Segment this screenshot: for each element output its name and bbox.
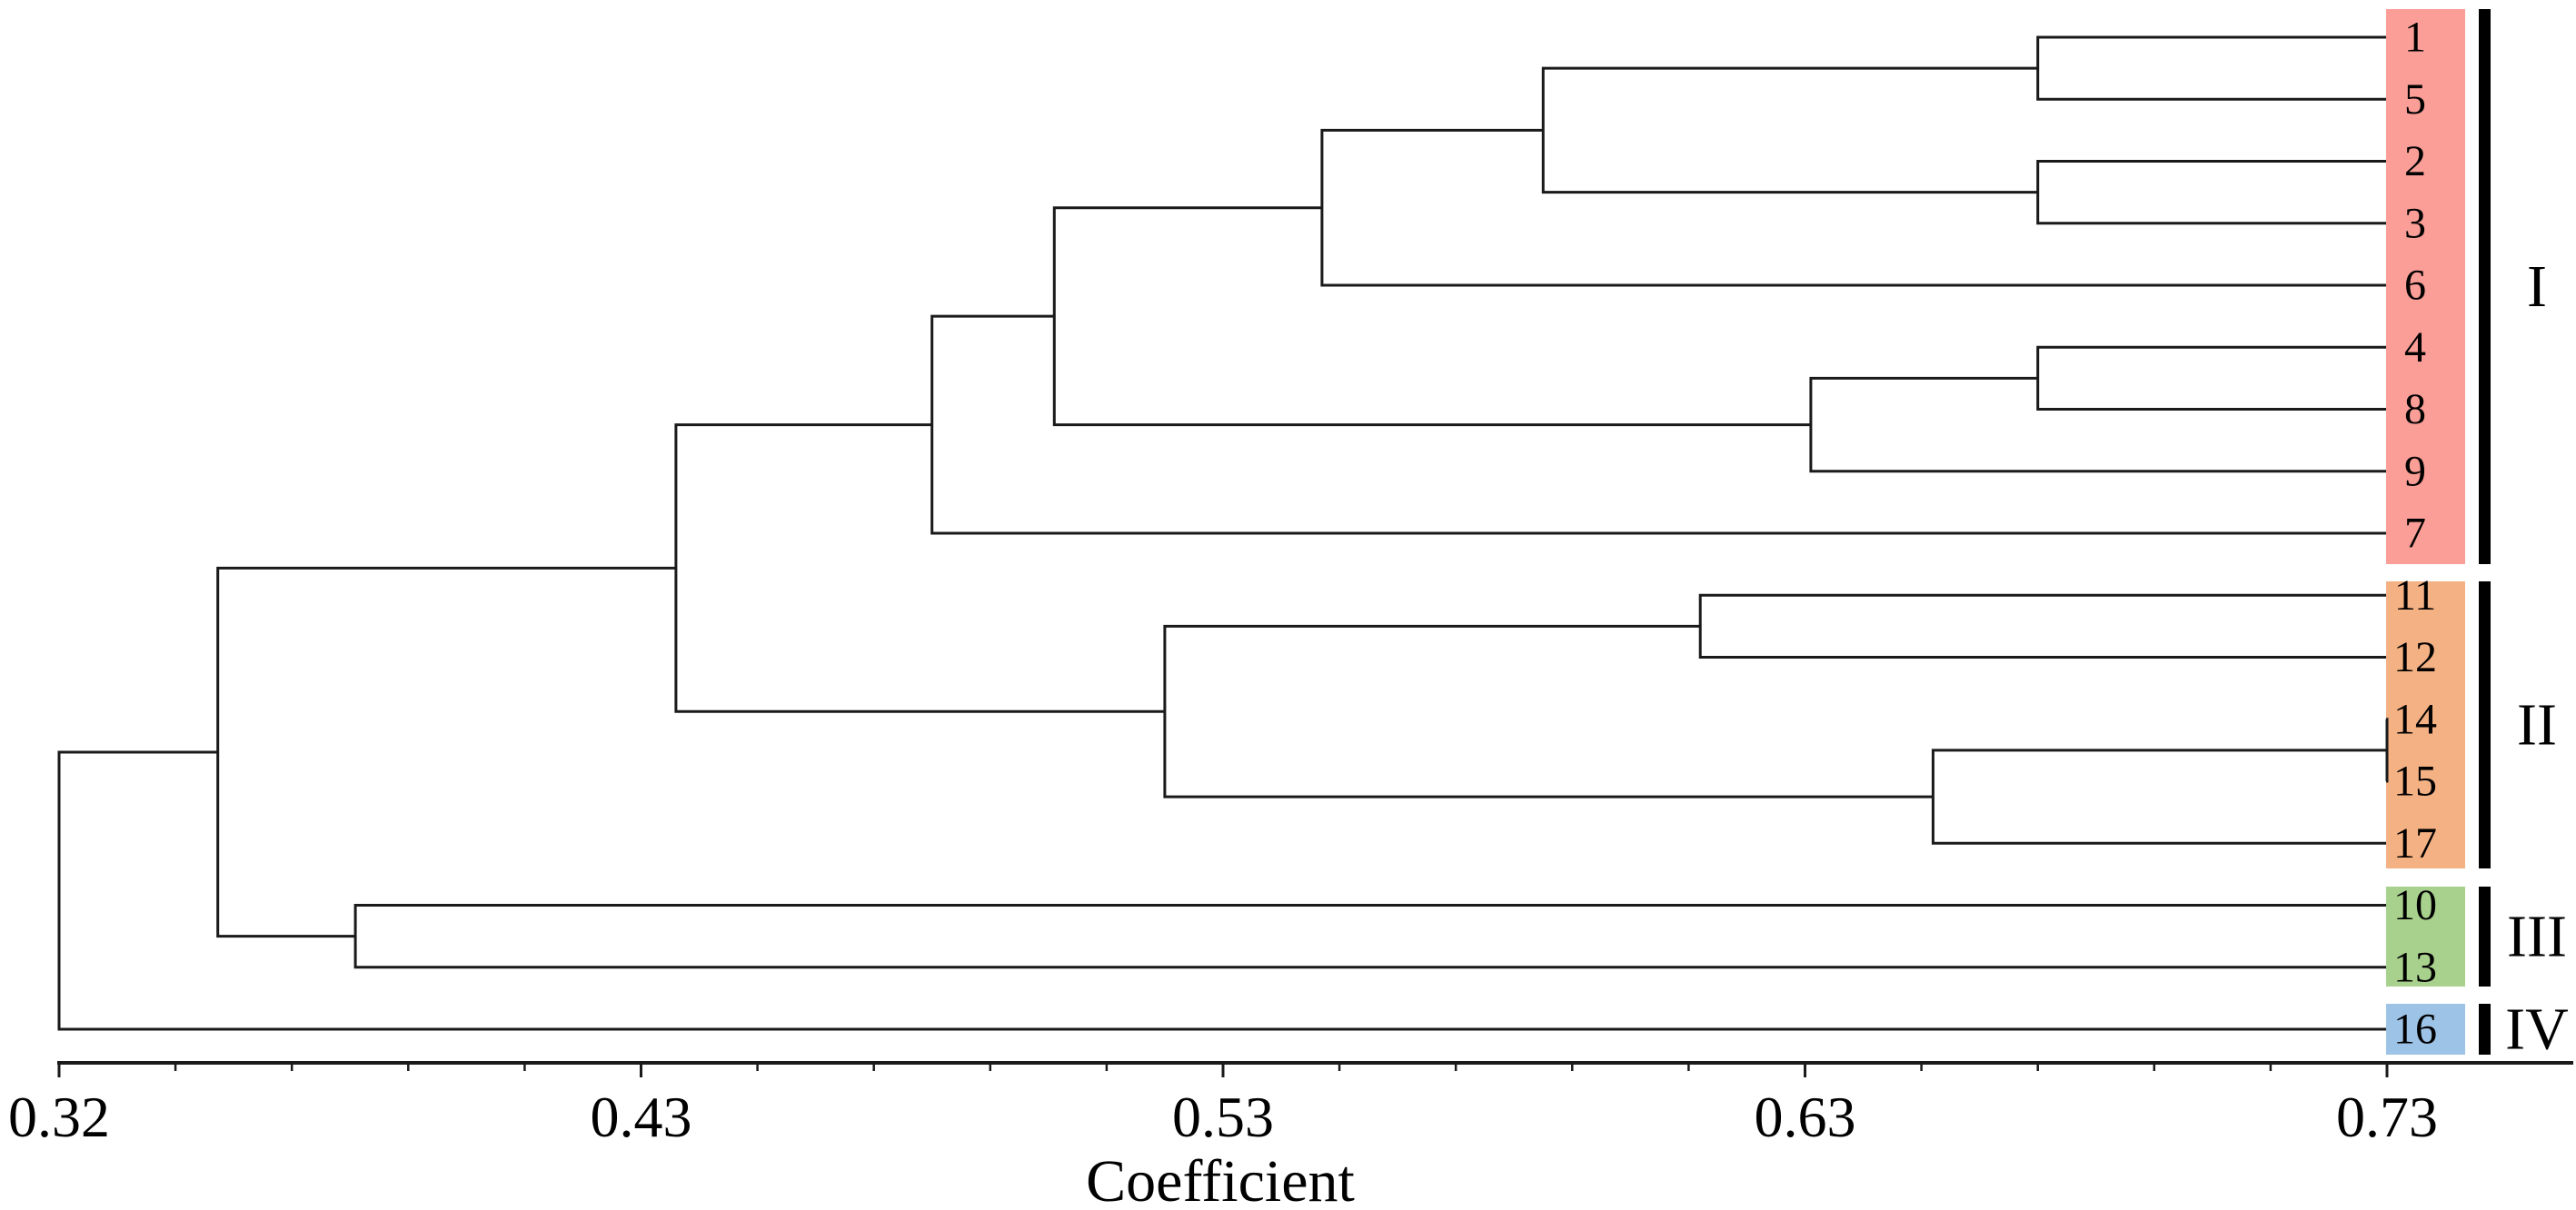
- leaf-label-8: 8: [2404, 385, 2426, 433]
- cluster-label-II: II: [2517, 692, 2557, 759]
- cluster-label-I: I: [2527, 253, 2547, 320]
- leaf-label-13: 13: [2393, 943, 2437, 991]
- cluster-bar-I: [2479, 9, 2491, 564]
- cluster-box-II: [2386, 581, 2465, 868]
- cluster-box-I: [2386, 9, 2465, 564]
- leaf-label-6: 6: [2404, 262, 2426, 310]
- tree-edge-n15: [216, 566, 676, 938]
- leaf-label-10: 10: [2393, 881, 2437, 929]
- leaf-label-17: 17: [2393, 819, 2437, 868]
- leaf-label-14: 14: [2393, 695, 2437, 743]
- leaf-label-2: 2: [2404, 137, 2426, 185]
- tick-label-0.43: 0.43: [591, 1085, 692, 1149]
- tree-edge-n1: [2036, 35, 2386, 101]
- cluster-bar-III: [2479, 887, 2491, 987]
- leaf-label-16: 16: [2393, 1006, 2437, 1054]
- leaf-label-4: 4: [2404, 323, 2426, 372]
- tree-edge-n2: [2036, 160, 2386, 225]
- tree-edge-n3: [1541, 66, 2038, 194]
- leaf-label-3: 3: [2404, 199, 2426, 247]
- tree-edge-n6: [1809, 376, 2386, 473]
- cluster-label-III: III: [2507, 904, 2567, 970]
- leaf-label-15: 15: [2393, 758, 2437, 806]
- leaf-label-9: 9: [2404, 447, 2426, 495]
- leaf-label-1: 1: [2404, 14, 2426, 62]
- tree-edge-n7: [1052, 206, 1811, 427]
- tree-edge-n11: [1931, 749, 2387, 845]
- tick-label-0.63: 0.63: [1755, 1085, 1856, 1149]
- cluster-bar-II: [2479, 581, 2491, 868]
- tree-edge-n9: [1698, 593, 2386, 659]
- tree-edge-n4: [1320, 128, 2386, 287]
- leaf-label-7: 7: [2404, 510, 2426, 558]
- tree-edge-n12: [1163, 624, 1934, 798]
- leaf-label-5: 5: [2404, 75, 2426, 124]
- tree-edge-n16: [57, 750, 2386, 1031]
- axis-title: Coefficient: [1086, 1148, 1355, 1210]
- tick-label-0.73: 0.73: [2336, 1085, 2438, 1149]
- cluster-bar-IV: [2479, 1004, 2491, 1055]
- tick-label-0.32: 0.32: [8, 1085, 110, 1149]
- tree-edge-n13: [674, 423, 1165, 713]
- tree-edge-n5: [2036, 345, 2386, 411]
- cluster-box-IV: [2386, 1004, 2465, 1055]
- cluster-box-III: [2386, 887, 2465, 987]
- tick-label-0.53: 0.53: [1172, 1085, 1274, 1149]
- cluster-label-IV: IV: [2505, 997, 2569, 1063]
- leaf-label-12: 12: [2393, 633, 2437, 681]
- tree-edge-n14: [353, 904, 2386, 969]
- leaf-label-11: 11: [2394, 571, 2436, 620]
